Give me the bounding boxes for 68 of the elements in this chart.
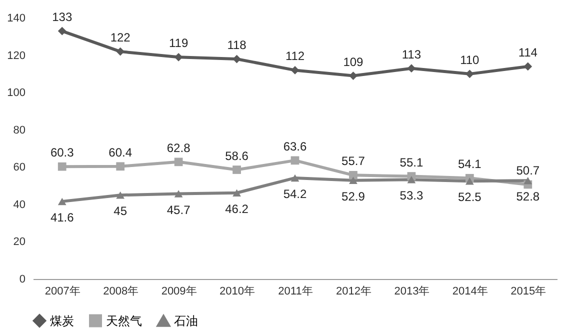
x-tick-label: 2009年 bbox=[161, 286, 197, 298]
data-label: 45.7 bbox=[166, 202, 191, 217]
y-tick-label: 20 bbox=[13, 236, 26, 248]
legend-label: 石油 bbox=[174, 314, 198, 328]
point bbox=[465, 178, 474, 185]
point bbox=[58, 26, 66, 36]
y-tick-label: 120 bbox=[7, 50, 26, 62]
point bbox=[232, 166, 241, 174]
point bbox=[116, 162, 125, 171]
y-tick-label: 40 bbox=[13, 198, 26, 211]
data-label: 58.6 bbox=[225, 148, 249, 163]
data-label: 52.5 bbox=[458, 190, 482, 204]
data-label: 112 bbox=[285, 49, 305, 64]
data-label: 53.3 bbox=[400, 188, 424, 203]
legend-label: 煤炭 bbox=[50, 314, 74, 328]
data-label: 46.2 bbox=[225, 202, 249, 216]
x-tick-label: 2015年 bbox=[510, 286, 546, 298]
point bbox=[58, 162, 66, 171]
point bbox=[174, 190, 183, 198]
data-label: 63.6 bbox=[283, 139, 307, 154]
point bbox=[290, 174, 300, 182]
point bbox=[232, 54, 241, 64]
y-tick-label: 60 bbox=[13, 162, 26, 174]
point bbox=[524, 62, 532, 71]
x-tick-label: 2011年 bbox=[278, 286, 313, 298]
data-label: 114 bbox=[518, 45, 538, 60]
data-label: 41.6 bbox=[50, 210, 74, 224]
point bbox=[290, 66, 300, 74]
data-label: 133 bbox=[52, 10, 72, 24]
data-label: 54.2 bbox=[283, 186, 307, 201]
point bbox=[232, 189, 241, 196]
point bbox=[524, 176, 532, 184]
data-label: 119 bbox=[168, 36, 188, 50]
y-tick-label: 80 bbox=[13, 124, 26, 136]
data-label: 122 bbox=[110, 30, 131, 45]
y-tick-label: 0 bbox=[19, 274, 26, 286]
data-label: 60.4 bbox=[108, 145, 132, 160]
point bbox=[349, 170, 358, 180]
x-tick-label: 2012年 bbox=[336, 286, 372, 298]
point bbox=[58, 198, 66, 206]
data-label: 109 bbox=[343, 54, 364, 69]
data-label: 62.8 bbox=[166, 140, 191, 155]
point bbox=[116, 191, 125, 199]
data-label: 60.3 bbox=[50, 146, 74, 160]
data-label: 110 bbox=[460, 52, 480, 67]
y-tick-label: 100 bbox=[7, 87, 26, 100]
data-label: 50.7 bbox=[516, 163, 540, 178]
data-label: 113 bbox=[402, 47, 422, 62]
x-tick-label: 2008年 bbox=[103, 286, 139, 298]
point bbox=[290, 156, 300, 165]
x-tick-label: 2013年 bbox=[394, 286, 430, 298]
data-label: 55.7 bbox=[342, 154, 366, 168]
y-tick-label: 140 bbox=[7, 12, 26, 24]
data-label: 52.9 bbox=[342, 189, 366, 204]
data-label: 55.1 bbox=[400, 155, 424, 170]
point bbox=[349, 72, 358, 80]
point bbox=[407, 176, 416, 184]
data-label: 118 bbox=[227, 38, 247, 52]
x-tick-label: 2014年 bbox=[452, 286, 488, 298]
data-label: 54.1 bbox=[458, 157, 482, 172]
point bbox=[349, 176, 358, 184]
x-tick-label: 2007年 bbox=[44, 286, 80, 298]
point bbox=[407, 64, 416, 73]
data-label: 45 bbox=[114, 204, 128, 218]
data-label: 52.8 bbox=[516, 190, 540, 204]
point bbox=[174, 158, 183, 166]
x-tick-label: 2010年 bbox=[220, 286, 256, 298]
legend-label: 天然气 bbox=[106, 314, 142, 328]
